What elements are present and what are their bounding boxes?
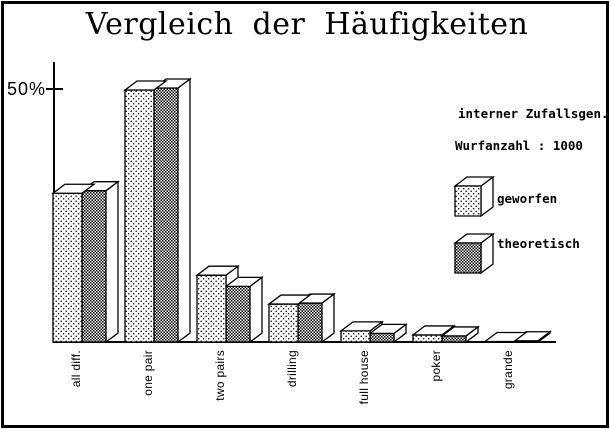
x-axis-label: drilling: [285, 350, 299, 387]
legend-label-geworfen: geworfen: [497, 191, 557, 206]
bar-group-poker: [411, 324, 480, 344]
bar-group-grande: [483, 330, 552, 344]
bar-group-all-diff-: [51, 180, 120, 344]
bar-geworfen-top: [51, 183, 96, 194]
bar-theoretisch-front: [441, 335, 467, 343]
bar-group-drilling: [267, 292, 336, 344]
bar-theoretisch-side: [105, 180, 119, 344]
bar-geworfen-top: [195, 265, 240, 276]
legend-note-generator: interner Zufallsgen.: [458, 106, 609, 121]
chart-title: Vergleich der Häufigkeiten: [85, 7, 529, 42]
bar-group-two-pairs: [195, 264, 264, 344]
bar-theoretisch-front: [369, 332, 395, 343]
x-axis-label: poker: [429, 350, 443, 382]
legend-note-throw-count: Wurfanzahl : 1000: [455, 138, 583, 153]
bar-geworfen-front: [340, 330, 371, 343]
legend-cube-theoretisch-front: [454, 242, 482, 274]
bar-group-one-pair: [123, 77, 192, 344]
bar-geworfen-top: [123, 80, 168, 91]
x-axis-label: grande: [501, 350, 515, 389]
bar-geworfen-front: [124, 89, 155, 343]
bar-theoretisch-front: [81, 190, 107, 343]
bar-theoretisch-side: [249, 276, 263, 344]
bar-theoretisch-front: [225, 285, 251, 343]
bar-geworfen-top: [483, 331, 528, 343]
bar-geworfen-top: [267, 294, 312, 305]
bar-theoretisch-front: [153, 87, 179, 343]
x-axis-label: all diff.: [69, 350, 83, 387]
bar-theoretisch-side: [177, 77, 191, 344]
bar-geworfen-front: [52, 192, 83, 343]
bar-theoretisch-top: [440, 326, 480, 337]
bar-geworfen-front: [196, 274, 227, 343]
bar-theoretisch-front: [297, 302, 323, 343]
bar-geworfen-top: [411, 325, 456, 336]
bars-group: [51, 77, 552, 344]
x-axis-label: full house: [357, 350, 371, 404]
y-axis-tick-label: 50%: [7, 79, 46, 99]
bar-geworfen-front: [268, 303, 299, 343]
bar-geworfen-top: [339, 321, 384, 332]
bar-theoretisch-top: [224, 276, 264, 287]
x-axis-label: two pairs: [213, 350, 227, 401]
bar-group-full-house: [339, 320, 408, 344]
legend-label-theoretisch: theoretisch: [497, 236, 580, 251]
x-axis-labels: all diff. one pair two pairs drilling full h…: [69, 350, 515, 404]
legend-swatches: [453, 175, 495, 275]
x-axis-label: one pair: [141, 350, 155, 396]
bar-geworfen-front: [412, 334, 443, 343]
legend-cube-geworfen-front: [454, 185, 482, 217]
bar-theoretisch-top: [368, 323, 408, 335]
